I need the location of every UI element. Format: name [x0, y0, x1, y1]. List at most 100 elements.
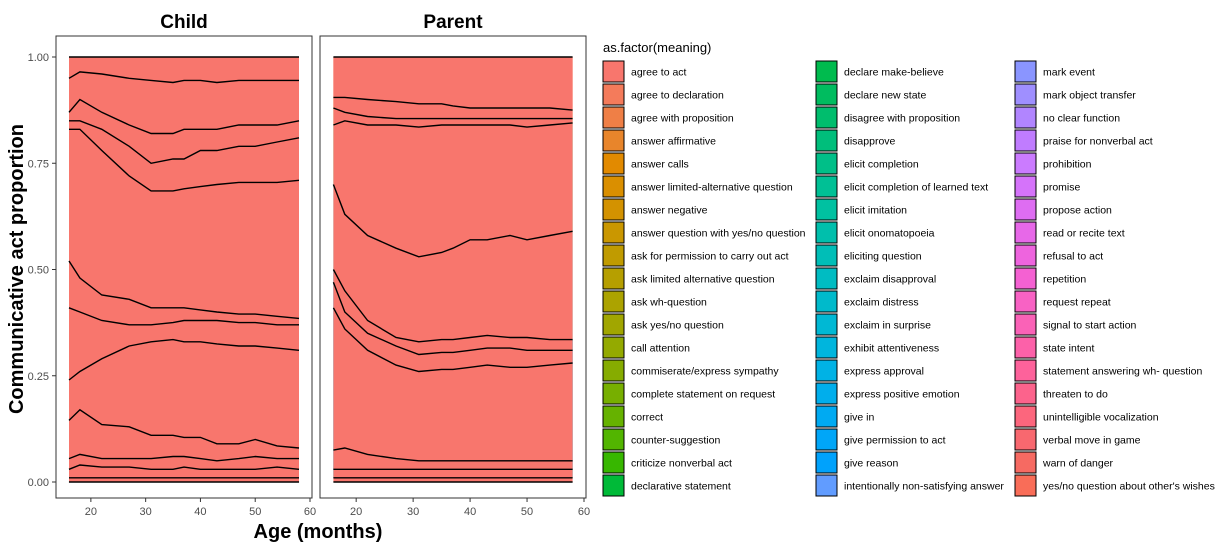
legend-swatch: [1014, 336, 1037, 359]
layer-boundary-2: [68, 71, 299, 84]
legend-swatch: [1014, 221, 1037, 244]
legend-item: elicit imitation: [815, 198, 907, 221]
legend-swatch: [1014, 474, 1037, 497]
layer-boundary-44: [332, 307, 573, 373]
layer-boundary-37: [332, 282, 573, 356]
legend-swatch: [602, 290, 625, 313]
x-tick-label: 60: [578, 506, 590, 518]
legend-swatch: [1014, 175, 1037, 198]
layer-boundary-49: [333, 447, 573, 462]
legend-item: statement answering wh- question: [1014, 359, 1202, 382]
legend-label: ask limited alternative question: [631, 274, 775, 286]
legend-label: mark event: [1043, 67, 1095, 79]
legend-label: give in: [844, 412, 875, 424]
legend-item: declarative statement: [602, 474, 731, 497]
legend-item: exclaim distress: [815, 290, 919, 313]
legend-swatch: [602, 474, 625, 497]
x-tick-label: 40: [194, 506, 206, 518]
legend-label: criticize nonverbal act: [631, 458, 732, 470]
legend-swatch: [815, 152, 838, 175]
legend-swatch: [1014, 152, 1037, 175]
legend-label: give permission to act: [844, 435, 946, 447]
legend-label: statement answering wh- question: [1043, 366, 1202, 378]
legend-label: exhibit attentiveness: [844, 343, 939, 355]
legend-item: commiserate/express sympathy: [602, 359, 779, 382]
legend-swatch: [815, 382, 838, 405]
y-tick-label: 0.50: [28, 265, 49, 277]
legend-swatch: [1014, 244, 1037, 267]
x-tick-label: 20: [350, 506, 362, 518]
legend-item: elicit completion: [815, 152, 919, 175]
x-tick-label: 30: [407, 506, 419, 518]
layer-boundary-18: [332, 184, 573, 258]
legend-swatch: [1014, 290, 1037, 313]
legend-swatch: [1014, 405, 1037, 428]
legend-label: prohibition: [1043, 159, 1092, 171]
legend-item: threaten to do: [1014, 382, 1108, 405]
legend-swatch: [602, 83, 625, 106]
legend-swatch: [815, 129, 838, 152]
legend-label: answer question with yes/no question: [631, 228, 806, 240]
legend-label: exclaim in surprise: [844, 320, 931, 332]
legend-swatch: [602, 175, 625, 198]
y-tick-label: 0.00: [28, 477, 49, 489]
x-tick-label: 60: [304, 506, 316, 518]
legend-label: ask yes/no question: [631, 320, 724, 332]
legend-item: read or recite text: [1014, 221, 1125, 244]
legend-item: correct: [602, 405, 663, 428]
legend-swatch: [602, 129, 625, 152]
legend-title: as.factor(meaning): [603, 40, 711, 55]
layer-boundary-10: [69, 120, 300, 165]
legend-item: declare make-believe: [815, 60, 944, 83]
legend-item: exhibit attentiveness: [815, 336, 939, 359]
legend-item: intentionally non-satisfying answer: [815, 474, 1004, 497]
legend-item: yes/no question about other's wishes: [1014, 474, 1215, 497]
legend-item: counter-suggestion: [602, 428, 720, 451]
legend-label: request repeat: [1043, 297, 1111, 309]
legend-label: answer affirmative: [631, 136, 716, 148]
facet-title-child: Child: [160, 12, 208, 33]
legend-item: answer affirmative: [602, 129, 716, 152]
legend-label: disagree with proposition: [844, 113, 960, 125]
legend-swatch: [1014, 451, 1037, 474]
legend-label: answer negative: [631, 205, 708, 217]
legend-item: promise: [1014, 175, 1081, 198]
facet-title-parent: Parent: [423, 12, 483, 33]
legend-swatch: [602, 428, 625, 451]
x-tick-label: 50: [521, 506, 533, 518]
legend-item: praise for nonverbal act: [1014, 129, 1153, 152]
legend-item: give reason: [815, 451, 898, 474]
facet-panel-child: Child: [55, 12, 313, 499]
legend-swatch: [1014, 267, 1037, 290]
legend-label: praise for nonverbal act: [1043, 136, 1153, 148]
legend-swatch: [1014, 83, 1037, 106]
legend-label: express approval: [844, 366, 924, 378]
legend-item: mark event: [1014, 60, 1095, 83]
legend-swatch: [815, 359, 838, 382]
legend-item: disagree with proposition: [815, 106, 960, 129]
legend-swatch: [602, 313, 625, 336]
legend-label: yes/no question about other's wishes: [1043, 481, 1215, 493]
legend-swatch: [815, 474, 838, 497]
legend-item: prohibition: [1014, 152, 1092, 175]
legend-item: give in: [815, 405, 875, 428]
legend-label: disapprove: [844, 136, 896, 148]
legend-item: repetition: [1014, 267, 1086, 290]
legend-swatch: [815, 405, 838, 428]
legend-label: express positive emotion: [844, 389, 960, 401]
legend-swatch: [815, 428, 838, 451]
legend-label: exclaim distress: [844, 297, 919, 309]
legend-label: read or recite text: [1043, 228, 1125, 240]
x-tick-label: 50: [249, 506, 261, 518]
legend-item: disapprove: [815, 129, 896, 152]
legend-label: complete statement on request: [631, 389, 775, 401]
layer-boundary-49: [68, 464, 300, 470]
legend-item: verbal move in game: [1014, 428, 1141, 451]
legend-label: warn of danger: [1042, 458, 1114, 470]
legend-label: declare new state: [844, 90, 926, 102]
legend-label: ask wh-question: [631, 297, 707, 309]
legend-item: signal to start action: [1014, 313, 1137, 336]
legend-label: signal to start action: [1043, 320, 1137, 332]
legend-swatch: [815, 106, 838, 129]
